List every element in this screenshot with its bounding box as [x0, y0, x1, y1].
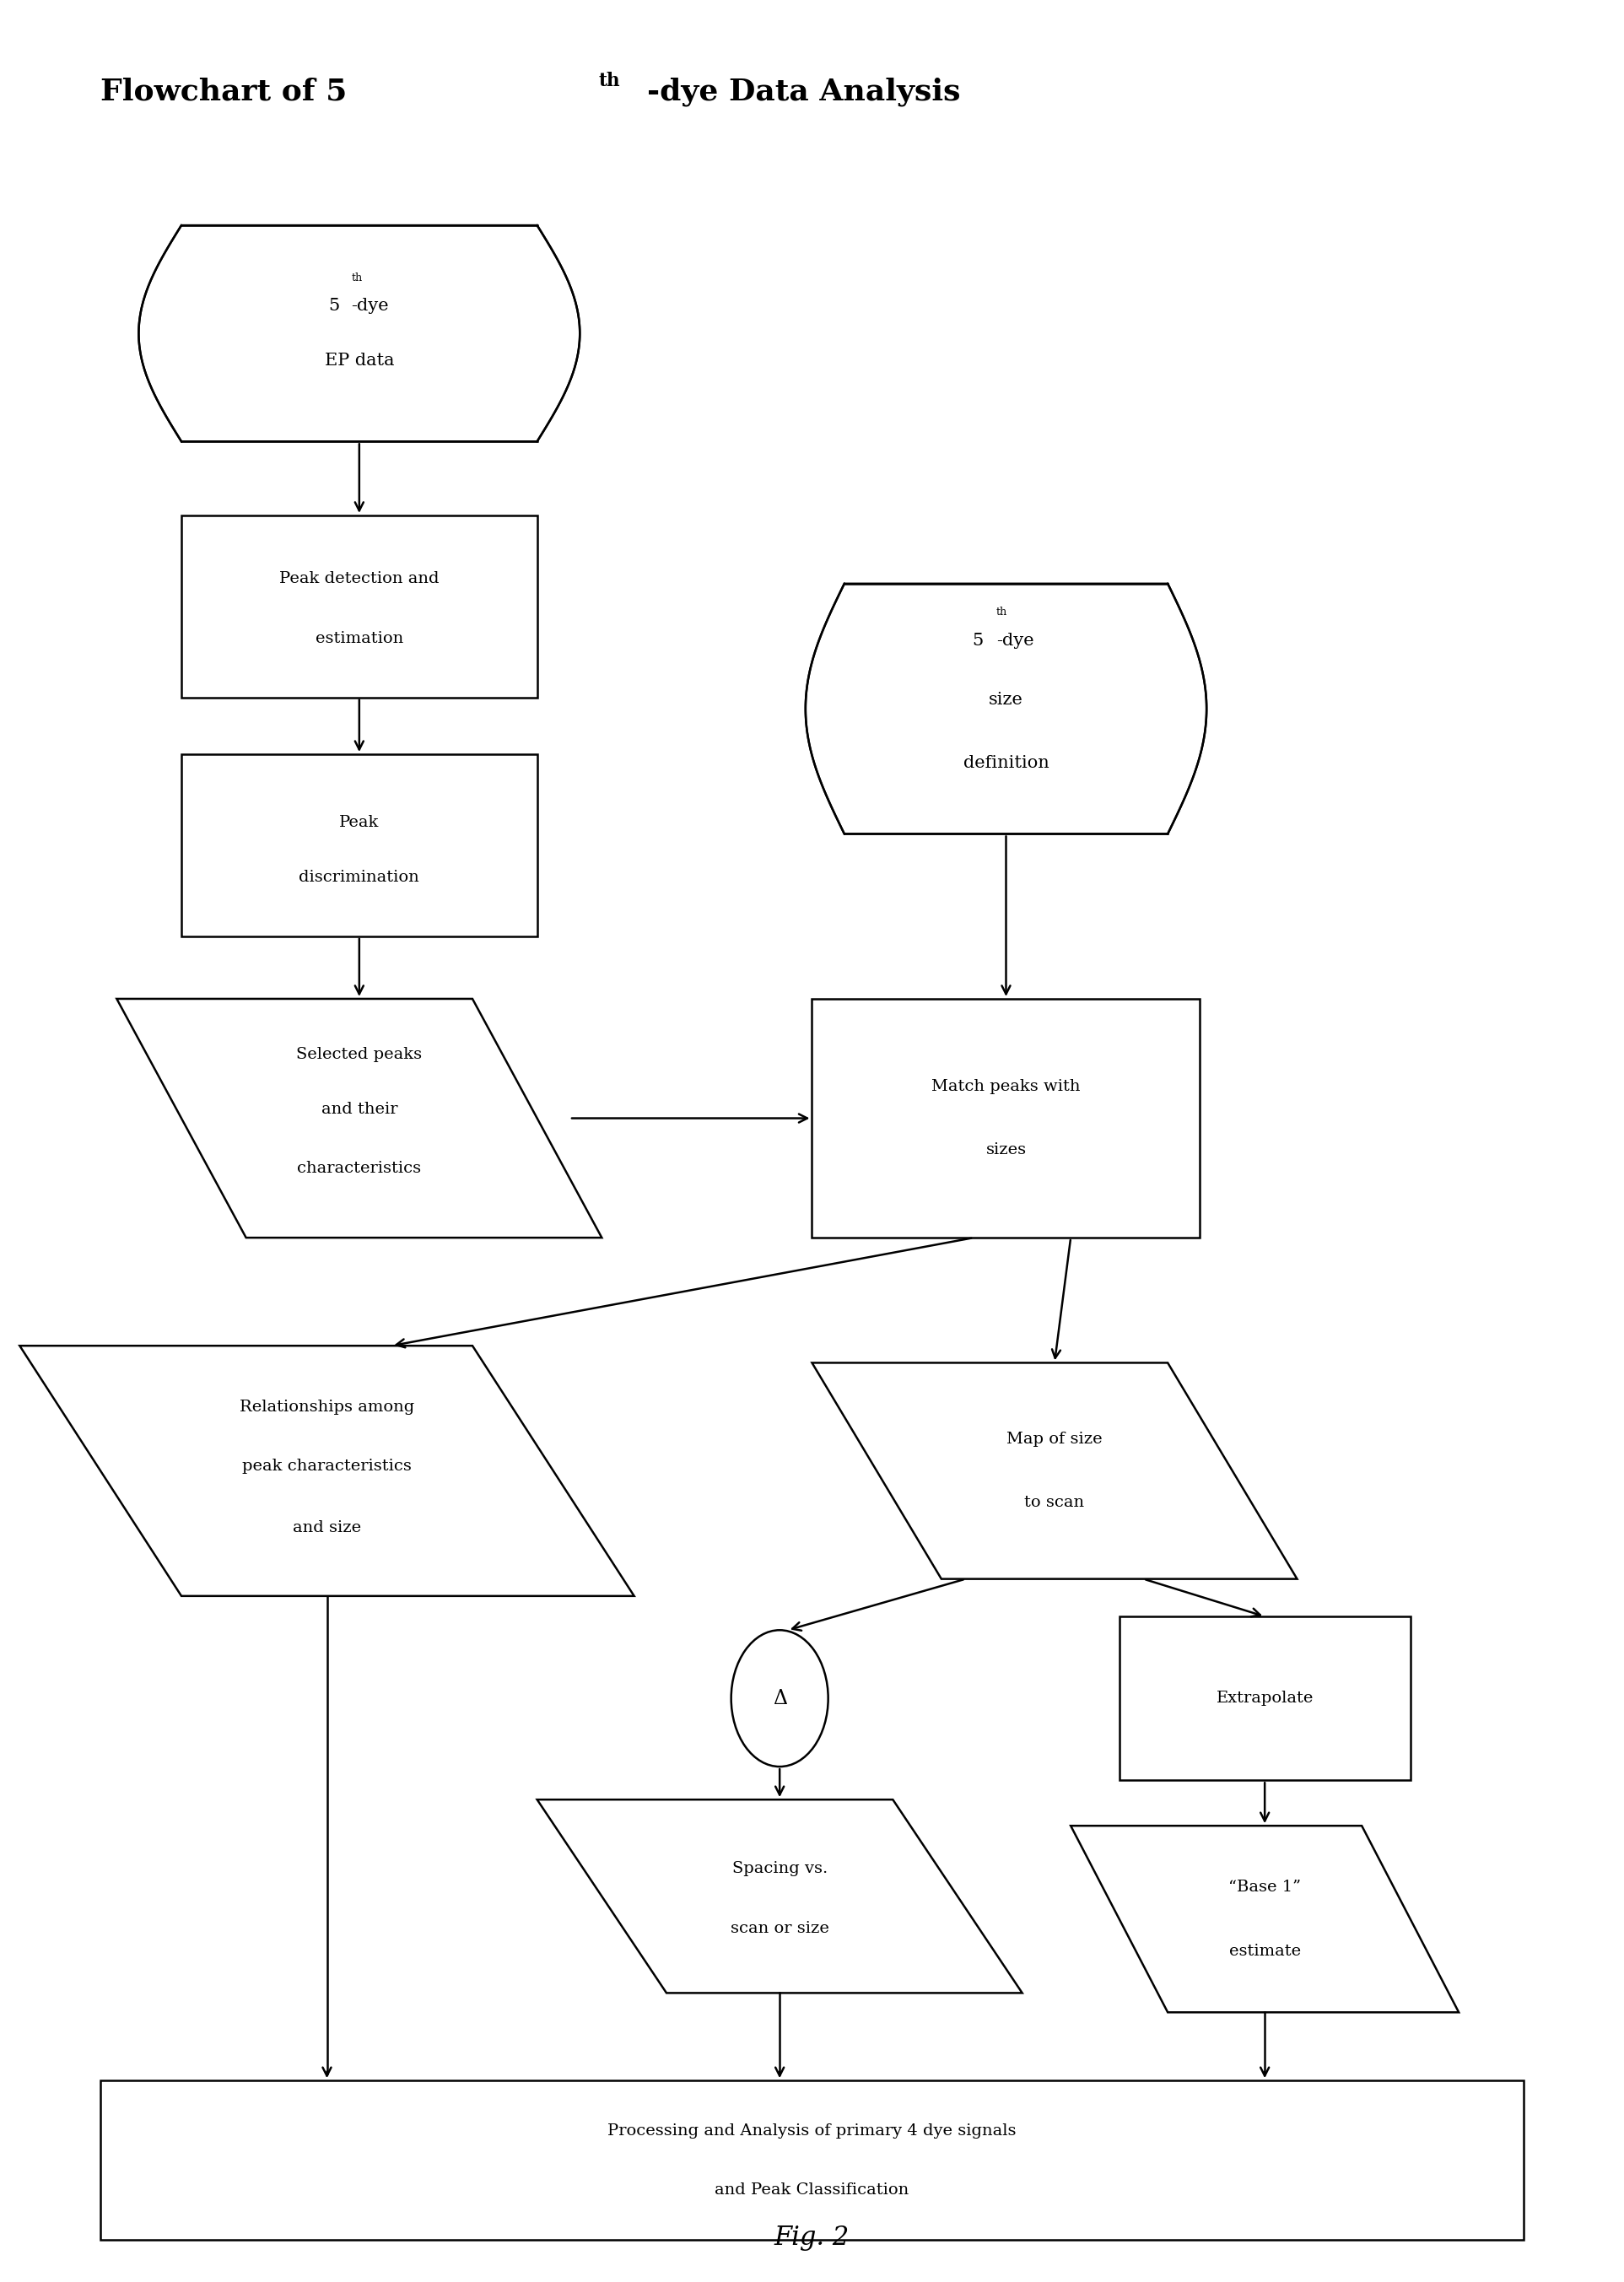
Text: discrimination: discrimination	[299, 869, 419, 885]
Polygon shape	[138, 226, 580, 440]
Text: 5: 5	[328, 299, 339, 315]
Text: Map of size: Map of size	[1007, 1431, 1103, 1447]
Text: estimate: estimate	[1229, 1944, 1301, 1958]
Text: Selected peaks: Selected peaks	[296, 1047, 422, 1061]
Text: peak characteristics: peak characteristics	[242, 1458, 411, 1474]
Text: 5: 5	[973, 632, 984, 648]
Text: Match peaks with: Match peaks with	[932, 1079, 1080, 1093]
Text: Relationships among: Relationships among	[239, 1399, 414, 1415]
Text: th: th	[997, 607, 1007, 618]
Polygon shape	[538, 1800, 1021, 1992]
Text: “Base 1”: “Base 1”	[1228, 1880, 1301, 1894]
Text: estimation: estimation	[315, 630, 403, 646]
Text: scan or size: scan or size	[731, 1921, 828, 1935]
Polygon shape	[19, 1346, 633, 1595]
Polygon shape	[117, 1000, 603, 1237]
Text: size: size	[989, 691, 1023, 707]
Text: Extrapolate: Extrapolate	[1216, 1691, 1314, 1707]
Bar	[101, 2081, 1523, 2241]
Text: and size: and size	[292, 1520, 361, 1536]
Text: Flowchart of 5: Flowchart of 5	[101, 78, 348, 105]
Polygon shape	[1070, 1826, 1458, 2013]
Text: Fig. 2: Fig. 2	[775, 2225, 849, 2250]
Text: Peak detection and: Peak detection and	[279, 570, 438, 586]
Text: Spacing vs.: Spacing vs.	[732, 1862, 828, 1876]
Text: and Peak Classification: and Peak Classification	[715, 2182, 909, 2198]
Text: sizes: sizes	[986, 1143, 1026, 1157]
Text: -dye Data Analysis: -dye Data Analysis	[646, 78, 960, 105]
Polygon shape	[806, 584, 1207, 833]
Bar	[1119, 1616, 1410, 1780]
Text: -dye: -dye	[997, 632, 1034, 648]
Text: definition: definition	[963, 755, 1049, 771]
Text: th: th	[351, 272, 362, 283]
Polygon shape	[812, 1362, 1298, 1579]
Text: th: th	[599, 71, 620, 89]
Text: Processing and Analysis of primary 4 dye signals: Processing and Analysis of primary 4 dye…	[607, 2122, 1017, 2138]
Bar	[182, 516, 538, 698]
Text: -dye: -dye	[351, 299, 388, 315]
Text: Peak: Peak	[339, 815, 380, 831]
Text: to scan: to scan	[1025, 1495, 1085, 1511]
Bar	[182, 755, 538, 936]
Text: Δ: Δ	[773, 1689, 788, 1707]
Bar	[812, 1000, 1200, 1237]
Circle shape	[731, 1629, 828, 1766]
Text: EP data: EP data	[325, 354, 395, 370]
Text: characteristics: characteristics	[297, 1162, 421, 1175]
Text: and their: and their	[322, 1102, 398, 1116]
